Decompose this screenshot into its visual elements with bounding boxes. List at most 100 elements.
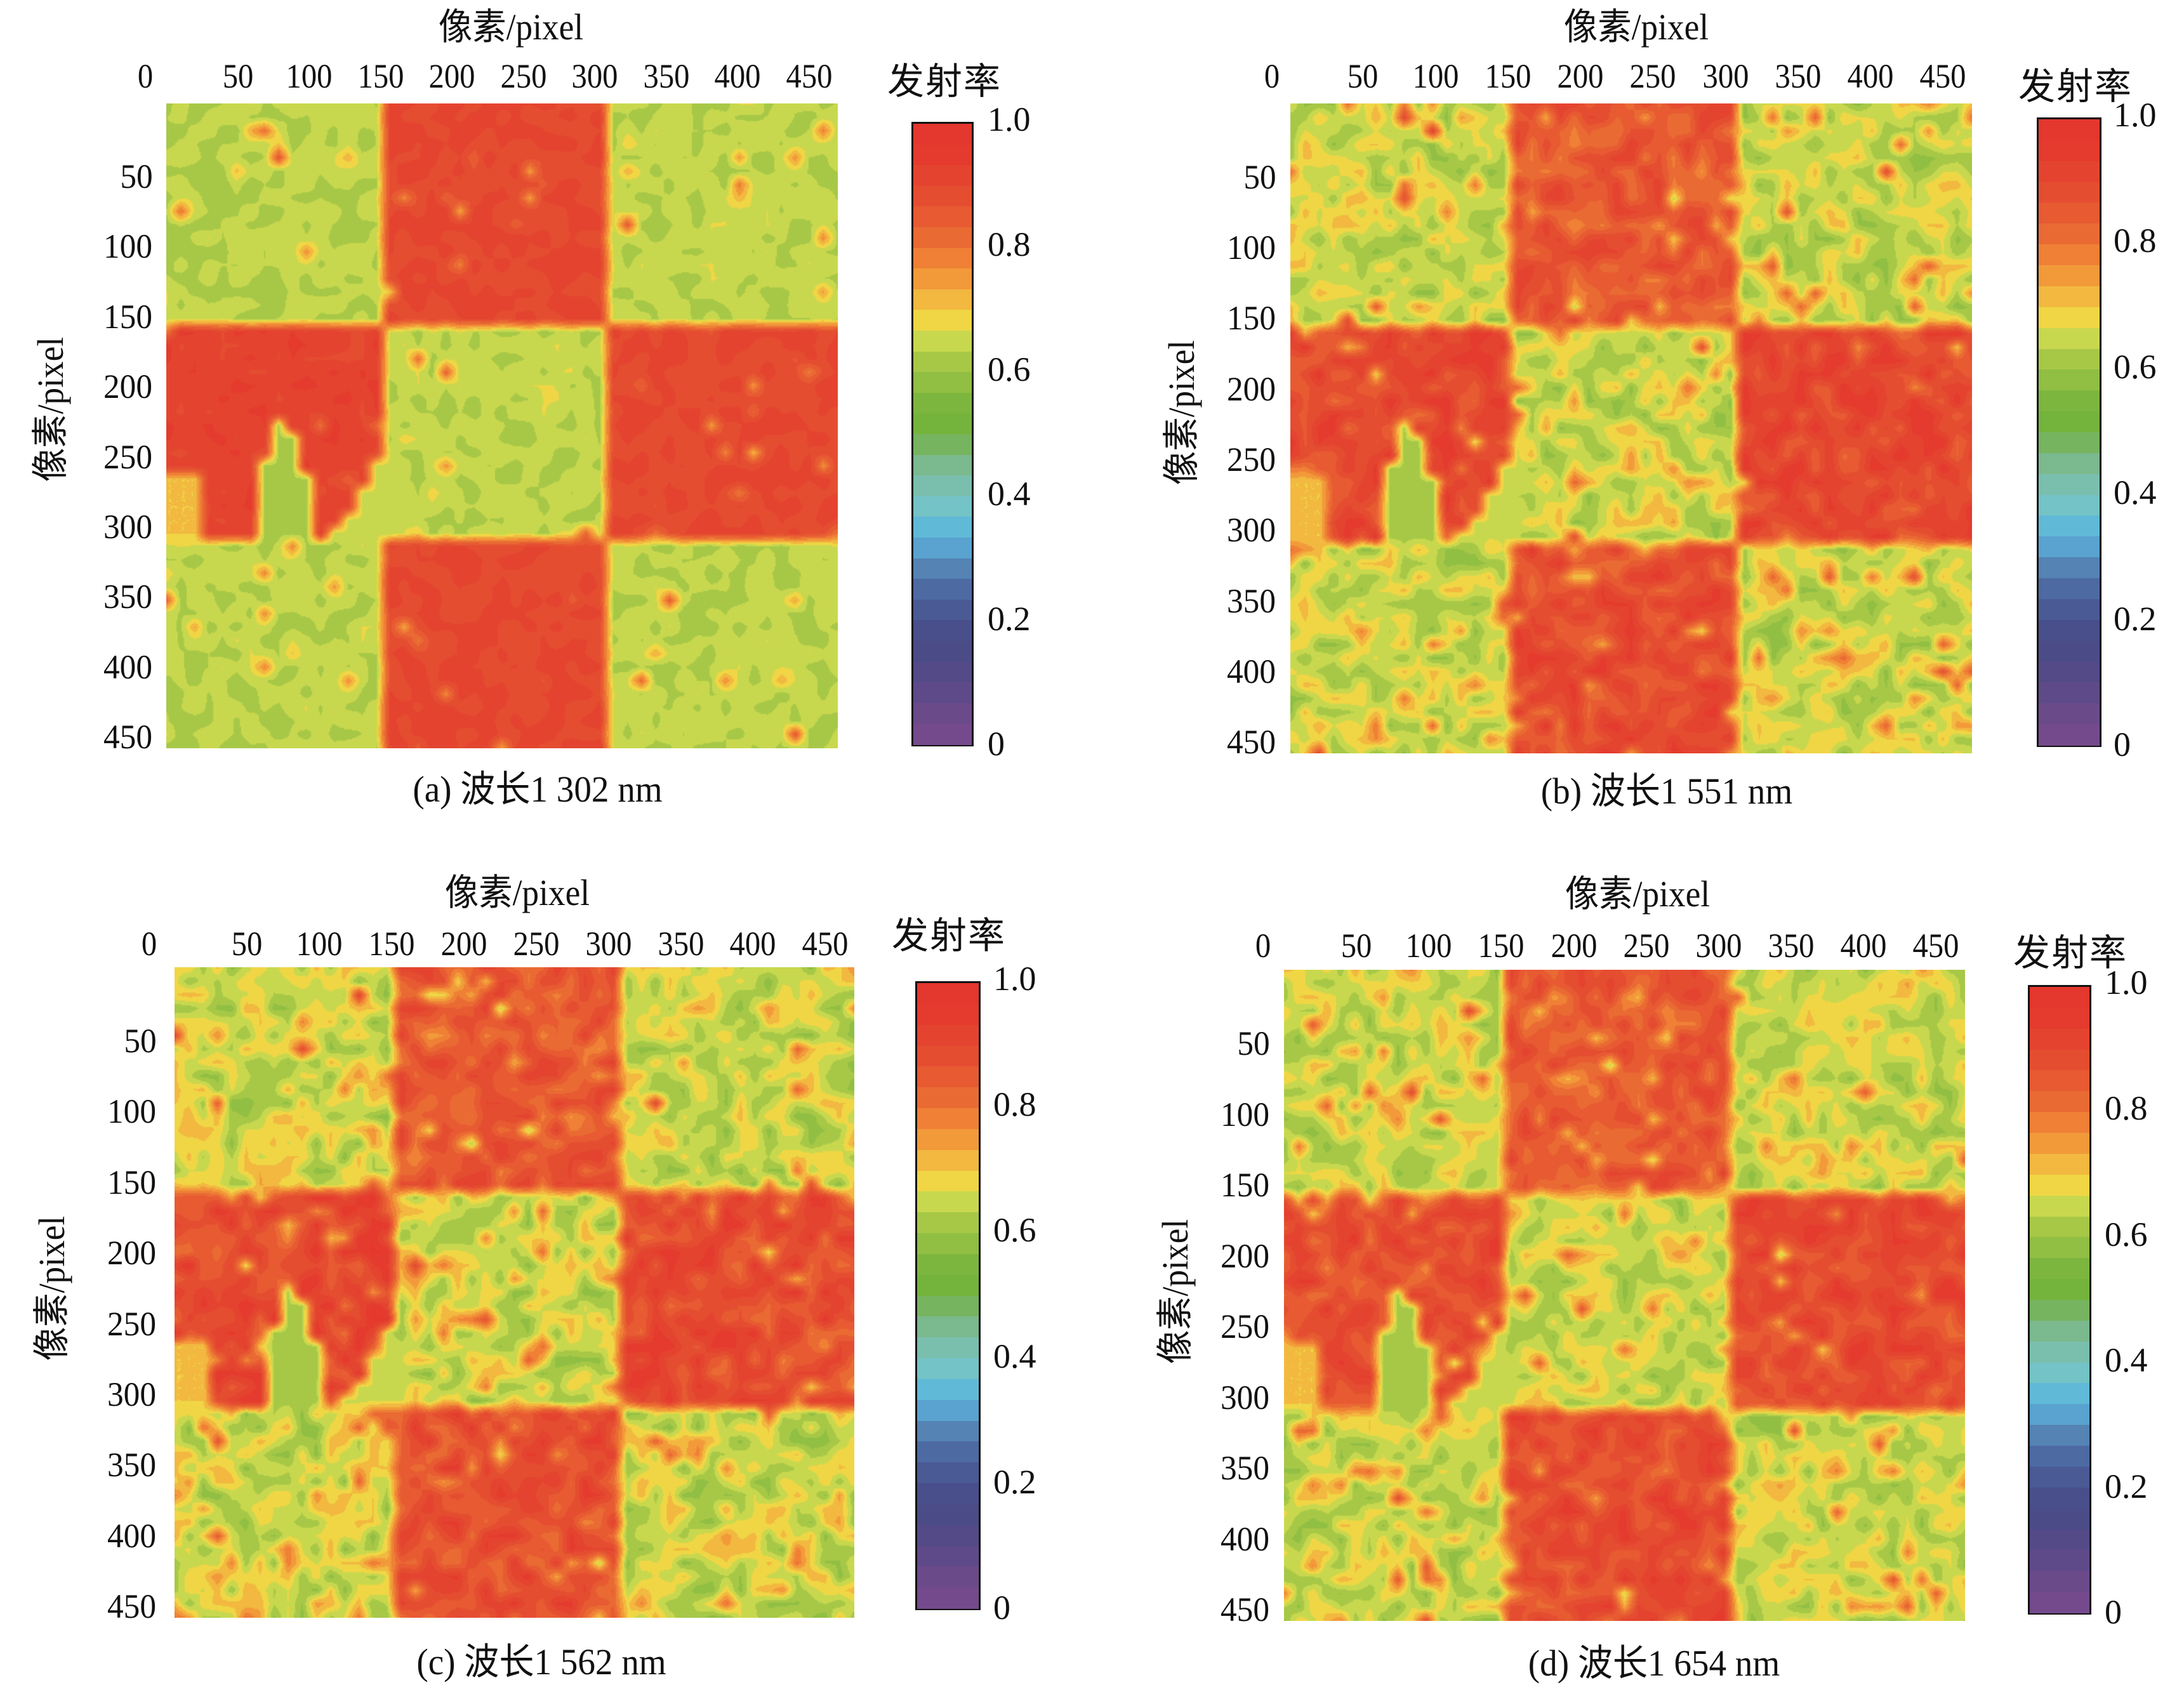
- colorbar-segment: [917, 1316, 979, 1339]
- colorbar-segment: [2030, 1028, 2089, 1050]
- colorbar-segment: [917, 1524, 979, 1547]
- y-tick-label: 450: [103, 718, 152, 757]
- x-tick-label: 400: [1847, 57, 1894, 95]
- colorbar: [911, 122, 974, 746]
- colorbar-segment: [917, 1399, 979, 1422]
- x-tick-label: 100: [286, 57, 333, 95]
- colorbar-segment: [917, 1170, 979, 1193]
- colorbar-segment: [917, 1149, 979, 1172]
- x-axis-title: 像素/pixel: [438, 6, 584, 48]
- colorbar-segment: [917, 1378, 979, 1401]
- heatmap-plot: [1290, 103, 1972, 753]
- y-tick-label: 400: [1221, 1519, 1269, 1558]
- colorbar-segment: [2039, 557, 2100, 579]
- colorbar-segment: [2030, 1550, 2089, 1572]
- colorbar-segment: [913, 331, 972, 352]
- colorbar-tick-label: 0.4: [2114, 473, 2157, 512]
- colorbar-segment: [2030, 1049, 2089, 1071]
- x-tick-label: 150: [1478, 927, 1525, 965]
- y-tick-label: 100: [1221, 1095, 1269, 1134]
- y-tick-label: 350: [103, 578, 152, 616]
- colorbar-segment: [2039, 223, 2100, 246]
- colorbar-tick-label: 0.8: [993, 1085, 1036, 1124]
- y-tick-label: 300: [1227, 511, 1276, 550]
- colorbar-segment: [2030, 1383, 2089, 1405]
- colorbar-segment: [917, 1087, 979, 1109]
- x-tick-label: 400: [1840, 927, 1887, 965]
- x-tick-label: 250: [513, 925, 560, 963]
- colorbar-tick-label: 0.8: [2105, 1089, 2148, 1128]
- x-tick-label: 200: [1551, 927, 1598, 965]
- colorbar-segment: [917, 1566, 979, 1589]
- colorbar-segment: [913, 185, 972, 208]
- colorbar-segment: [913, 496, 972, 518]
- colorbar-segment: [917, 1545, 979, 1568]
- colorbar-segment: [917, 1358, 979, 1380]
- y-tick-label: 400: [1227, 652, 1276, 691]
- y-tick-label: 150: [1227, 299, 1276, 338]
- colorbar-segment: [2030, 1174, 2089, 1196]
- colorbar-segment: [2039, 327, 2100, 350]
- x-tick-label: 350: [643, 57, 690, 95]
- colorbar: [2037, 117, 2101, 747]
- y-tick-label: 450: [1221, 1590, 1269, 1629]
- colorbar-segment: [913, 579, 972, 600]
- y-tick-label: 200: [103, 367, 152, 406]
- colorbar-title: 发射率: [887, 61, 1002, 102]
- colorbar-segment: [2039, 453, 2100, 475]
- x-tick-label: 100: [296, 925, 343, 963]
- y-tick-label: 350: [107, 1446, 156, 1484]
- y-axis-title: 像素/pixel: [30, 336, 71, 482]
- heatmap-plot: [1284, 970, 1965, 1621]
- y-tick-label: 250: [1227, 440, 1276, 479]
- colorbar-segment: [913, 124, 972, 145]
- colorbar-segment: [917, 1024, 979, 1047]
- colorbar-segment: [917, 1274, 979, 1297]
- colorbar-segment: [913, 682, 972, 704]
- colorbar-segment: [2030, 1341, 2089, 1363]
- colorbar-segment: [2030, 1279, 2089, 1300]
- colorbar-tick-label: 0.2: [2114, 599, 2157, 638]
- colorbar-segment: [917, 1483, 979, 1505]
- colorbar-segment: [917, 1212, 979, 1234]
- y-tick-label: 250: [103, 437, 152, 476]
- colorbar-tick-label: 0.4: [993, 1337, 1036, 1375]
- colorbar-segment: [917, 1420, 979, 1443]
- colorbar-segment: [913, 475, 972, 497]
- x-tick-label: 350: [1775, 57, 1822, 95]
- colorbar-segment: [913, 413, 972, 435]
- colorbar-tick-label: 0: [2105, 1593, 2122, 1631]
- colorbar-segment: [2039, 411, 2100, 433]
- colorbar-segment: [913, 434, 972, 456]
- colorbar-segment: [2039, 515, 2100, 538]
- y-tick-label: 400: [107, 1516, 156, 1555]
- x-tick-label: 400: [730, 925, 776, 963]
- colorbar-tick-label: 0.6: [993, 1211, 1036, 1250]
- y-tick-label: 100: [107, 1092, 156, 1131]
- y-tick-label: 250: [107, 1304, 156, 1343]
- colorbar-segment: [913, 144, 972, 166]
- colorbar-segment: [2039, 348, 2100, 371]
- colorbar-segment: [913, 558, 972, 580]
- colorbar-segment: [2039, 369, 2100, 392]
- colorbar-tick-label: 0.2: [993, 1462, 1036, 1501]
- colorbar-tick-label: 0.8: [2114, 221, 2157, 260]
- colorbar-tick-label: 0: [2114, 725, 2131, 764]
- colorbar-segment: [2039, 578, 2100, 600]
- colorbar-segment: [913, 724, 972, 745]
- colorbar-tick-label: 0.4: [988, 475, 1031, 513]
- colorbar-segment: [2039, 265, 2100, 287]
- colorbar-segment: [2039, 119, 2100, 141]
- colorbar-segment: [913, 206, 972, 228]
- x-tick-label: 300: [571, 57, 618, 95]
- colorbar-segment: [2039, 286, 2100, 308]
- colorbar-segment: [913, 599, 972, 621]
- colorbar-segment: [2030, 1466, 2089, 1488]
- x-tick-label: 50: [231, 925, 263, 963]
- x-tick-label: 450: [1919, 57, 1966, 95]
- colorbar-segment: [917, 1504, 979, 1526]
- colorbar-segment: [913, 392, 972, 414]
- colorbar-segment: [2039, 703, 2100, 725]
- colorbar-segment: [917, 1462, 979, 1484]
- colorbar-tick-label: 0.4: [2105, 1341, 2148, 1380]
